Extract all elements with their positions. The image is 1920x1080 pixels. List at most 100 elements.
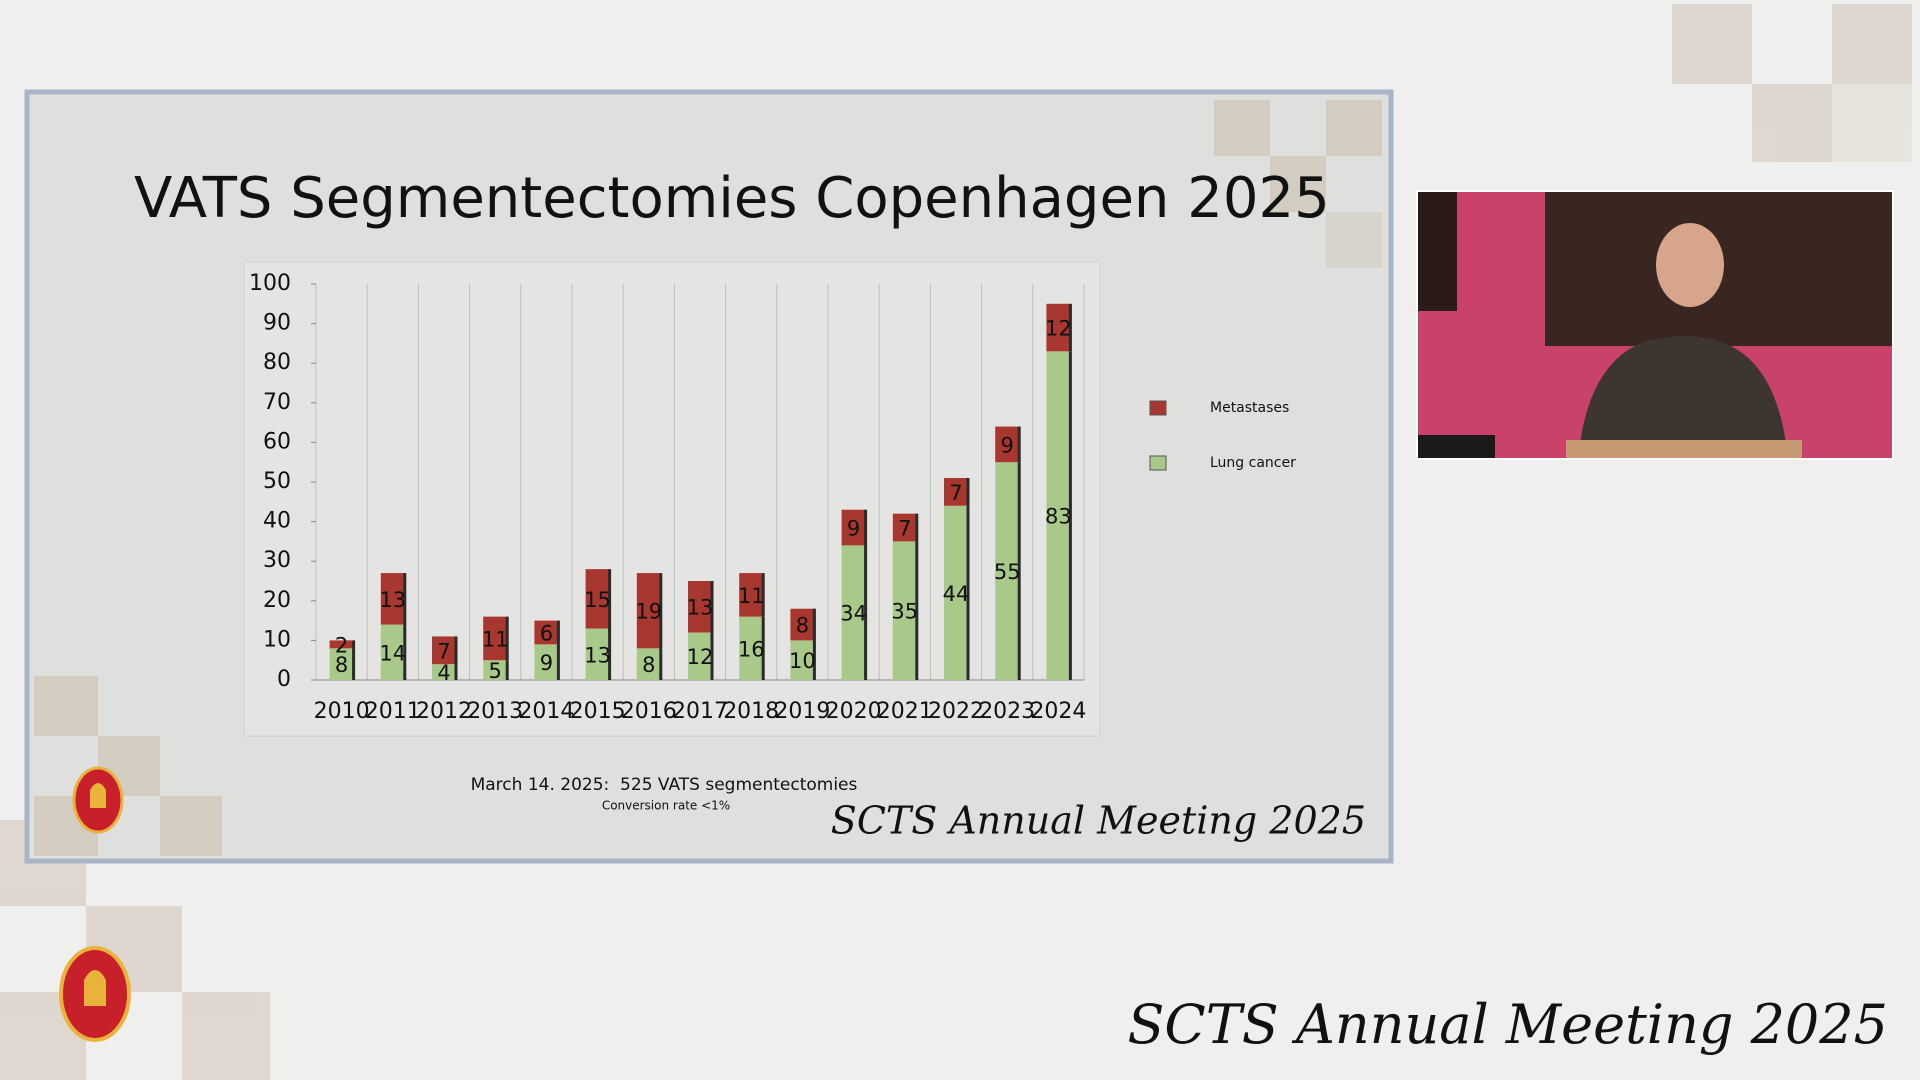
bar-segment: [380, 624, 405, 680]
slide-note: March 14. 2025: 525 VATS segmentectomies: [471, 775, 858, 795]
speaker-video: [1417, 191, 1893, 459]
bar-segment: [841, 509, 866, 546]
slide-title: VATS Segmentectomies Copenhagen 2025: [134, 166, 1330, 231]
data-label: 10: [789, 649, 816, 673]
y-tick-label: 0: [277, 667, 291, 692]
data-label: 11: [482, 627, 509, 651]
x-tick-label: 2018: [723, 699, 779, 724]
bar-segment: [534, 644, 559, 680]
data-label: 35: [891, 600, 918, 624]
x-tick-label: 2015: [570, 699, 626, 724]
y-tick-label: 40: [263, 509, 291, 534]
data-label: 83: [1045, 505, 1072, 529]
bar-segment: [534, 620, 559, 645]
y-tick-label: 50: [263, 469, 291, 494]
data-label: 8: [335, 653, 348, 677]
data-label: 15: [584, 588, 611, 612]
data-label: 13: [584, 643, 611, 667]
logo: [59, 946, 131, 1042]
data-label: 5: [489, 659, 502, 683]
x-tick-label: 2010: [314, 699, 370, 724]
y-tick-label: 20: [263, 588, 291, 613]
data-label: 13: [687, 596, 714, 620]
bar-segment: [636, 648, 661, 680]
data-label: 7: [898, 517, 911, 541]
video-frame: [1416, 190, 1894, 460]
data-label: 16: [738, 637, 765, 661]
data-label: 14: [379, 641, 406, 665]
legend-swatch: [1149, 400, 1167, 416]
bar-segment: [483, 660, 508, 680]
y-tick-label: 100: [249, 271, 291, 296]
bar-segment: [585, 628, 610, 680]
data-label: 12: [687, 645, 714, 669]
bar-segment: [739, 573, 764, 617]
chart-panel: [243, 261, 1101, 737]
bar-segment: [1046, 351, 1071, 680]
data-label: 4: [437, 661, 450, 685]
y-tick-label: 60: [263, 429, 291, 454]
data-label: 8: [796, 614, 809, 638]
y-tick-label: 80: [263, 350, 291, 375]
bar-segment: [790, 640, 815, 680]
data-label: 2: [335, 633, 348, 657]
x-tick-label: 2021: [877, 699, 933, 724]
slide-footer: SCTS Annual Meeting 2025: [831, 799, 1366, 843]
data-label: 9: [1001, 433, 1014, 457]
data-label: 7: [949, 481, 962, 505]
bar-segment: [329, 640, 354, 649]
slide-subnote: Conversion rate <1%: [602, 799, 730, 813]
y-tick-label: 90: [263, 311, 291, 336]
bar-segment: [432, 636, 456, 665]
bar-segment: [892, 541, 917, 680]
bar-segment: [739, 616, 764, 680]
data-label: 6: [540, 621, 553, 645]
data-label: 55: [994, 560, 1021, 584]
data-label: 13: [379, 588, 406, 612]
x-tick-label: 2024: [1030, 699, 1086, 724]
legend-label: Lung cancer: [1210, 455, 1296, 471]
data-label: 19: [635, 600, 662, 624]
x-tick-label: 2020: [826, 699, 882, 724]
x-tick-label: 2012: [416, 699, 472, 724]
data-label: 44: [943, 582, 970, 606]
plot: 0102030405060708090100201082201114132012…: [249, 271, 1296, 724]
bar-segment: [636, 573, 661, 649]
bar-segment: [688, 632, 712, 680]
bar-segment: [892, 513, 917, 542]
bar-segment: [483, 616, 508, 661]
x-tick-label: 2017: [672, 699, 728, 724]
legend-label: Metastases: [1210, 400, 1289, 416]
footer: SCTS Annual Meeting 2025: [1127, 993, 1888, 1056]
bar-segment: [432, 664, 456, 680]
bar-segment: [995, 426, 1020, 463]
data-label: 11: [738, 584, 765, 608]
data-label: 8: [642, 653, 655, 677]
data-label: 7: [437, 639, 450, 663]
x-tick-label: 2019: [774, 699, 830, 724]
bar-segment: [944, 478, 968, 506]
bar-segment: [688, 581, 712, 633]
bar-segment: [841, 545, 866, 680]
bar-segment: [329, 648, 354, 680]
data-label: 9: [540, 651, 553, 675]
x-tick-label: 2014: [518, 699, 574, 724]
bar-segment: [944, 505, 968, 680]
slide-decor: [34, 100, 1382, 856]
bar-segment: [1046, 303, 1071, 352]
x-tick-label: 2011: [365, 699, 421, 724]
x-tick-label: 2022: [928, 699, 984, 724]
data-label: 9: [847, 517, 860, 541]
slide-logo: [72, 766, 124, 834]
bar-segment: [585, 569, 610, 629]
legend-swatch: [1149, 455, 1167, 471]
data-label: 34: [840, 602, 867, 626]
y-tick-label: 70: [263, 390, 291, 415]
bar-segment: [790, 608, 815, 641]
bar-segment: [995, 462, 1020, 680]
bar-segment: [380, 573, 405, 625]
x-tick-label: 2016: [621, 699, 677, 724]
x-tick-label: 2013: [467, 699, 523, 724]
